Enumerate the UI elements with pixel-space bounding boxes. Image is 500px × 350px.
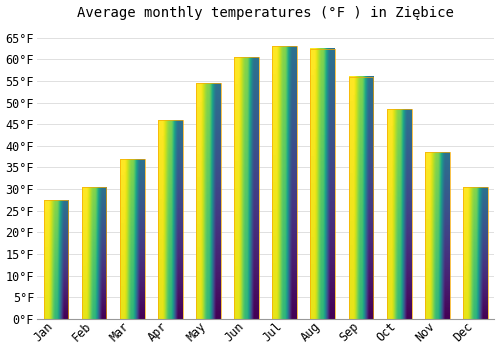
- Bar: [463, 187, 488, 319]
- Bar: [272, 47, 297, 319]
- Bar: [82, 187, 106, 319]
- Bar: [348, 77, 374, 319]
- Bar: [386, 109, 411, 319]
- Bar: [425, 152, 450, 319]
- Bar: [196, 83, 221, 319]
- Bar: [158, 120, 182, 319]
- Bar: [120, 159, 144, 319]
- Bar: [234, 57, 259, 319]
- Bar: [44, 200, 68, 319]
- Bar: [310, 49, 335, 319]
- Title: Average monthly temperatures (°F ) in Ziębice: Average monthly temperatures (°F ) in Zi…: [77, 6, 454, 20]
